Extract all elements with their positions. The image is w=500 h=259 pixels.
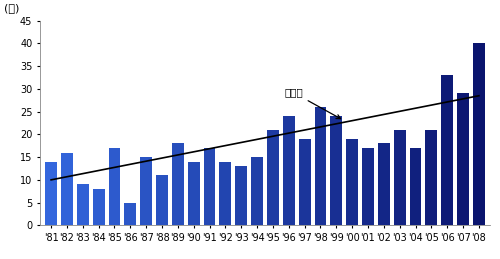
Bar	[77, 184, 88, 225]
Text: 추세선: 추세선	[284, 88, 341, 119]
Bar	[140, 157, 152, 225]
Text: (건): (건)	[4, 3, 20, 12]
Bar	[172, 143, 184, 225]
Bar	[298, 139, 310, 225]
Bar	[426, 130, 438, 225]
Bar	[410, 148, 422, 225]
Bar	[156, 175, 168, 225]
Bar	[251, 157, 263, 225]
Bar	[61, 153, 73, 225]
Bar	[378, 143, 390, 225]
Bar	[204, 148, 216, 225]
Bar	[124, 203, 136, 225]
Bar	[330, 116, 342, 225]
Bar	[45, 162, 57, 225]
Bar	[108, 148, 120, 225]
Bar	[220, 162, 232, 225]
Bar	[314, 107, 326, 225]
Bar	[92, 189, 104, 225]
Bar	[457, 93, 469, 225]
Bar	[188, 162, 200, 225]
Bar	[362, 148, 374, 225]
Bar	[267, 130, 279, 225]
Bar	[473, 44, 485, 225]
Bar	[346, 139, 358, 225]
Bar	[442, 75, 453, 225]
Bar	[394, 130, 406, 225]
Bar	[236, 166, 247, 225]
Bar	[283, 116, 294, 225]
